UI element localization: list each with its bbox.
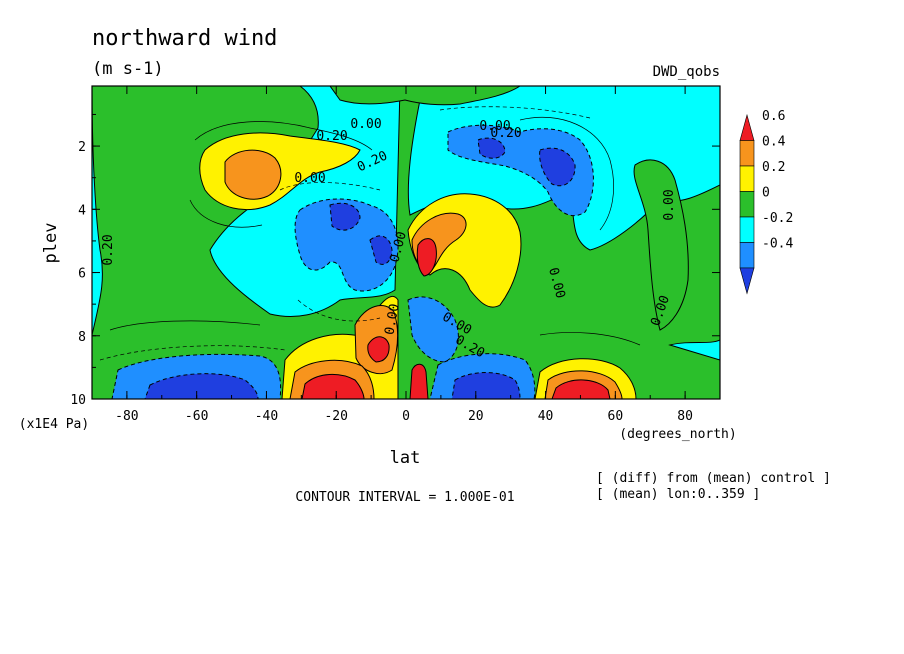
region-negative-mid bbox=[407, 296, 459, 363]
colorbar-segment bbox=[739, 216, 755, 243]
contour-label: 0.00 bbox=[479, 119, 510, 134]
region-negative-high bbox=[477, 137, 506, 159]
run-label: DWD_qobs bbox=[653, 64, 720, 80]
x-tick-label: -20 bbox=[324, 409, 347, 424]
colorbar-segment bbox=[739, 140, 755, 167]
note-line-2: [ (mean) lon:0..359 ] bbox=[596, 487, 760, 502]
region-top-green bbox=[329, 86, 521, 106]
contour-label: 0.00 bbox=[350, 117, 381, 132]
x-tick-label: 20 bbox=[468, 409, 484, 424]
y-tick-label: 10 bbox=[70, 393, 86, 408]
contour-label: 0.00 bbox=[662, 189, 677, 220]
contour-label: 0.20 bbox=[101, 234, 116, 265]
chart-title: northward wind bbox=[92, 26, 277, 51]
contour-lines bbox=[109, 116, 641, 346]
y-axis: 2 4 6 8 10 bbox=[70, 113, 720, 408]
colorbar-segment bbox=[739, 165, 755, 192]
colorbar-label: 0.2 bbox=[762, 160, 785, 175]
x-axis: -80 -60 -40 -20 0 20 40 60 80 bbox=[91, 86, 721, 424]
contour-label: 0.20 bbox=[316, 129, 347, 144]
x-tick-label: 40 bbox=[538, 409, 554, 424]
colorbar-arrow-bottom bbox=[739, 267, 755, 295]
x-tick-label: -40 bbox=[255, 409, 278, 424]
y-tick-label: 4 bbox=[78, 203, 86, 218]
colorbar-label: 0 bbox=[762, 186, 770, 201]
y-axis-label: plev bbox=[41, 223, 61, 264]
x-axis-label: lat bbox=[390, 448, 421, 468]
region-max bbox=[409, 363, 429, 399]
region-right-green bbox=[633, 159, 689, 331]
colorbar-segment bbox=[739, 242, 755, 269]
region-negative-high bbox=[451, 372, 521, 399]
colorbar-label: -0.2 bbox=[762, 211, 793, 226]
region-max bbox=[416, 238, 437, 277]
x-tick-label: 60 bbox=[608, 409, 624, 424]
contour-interval-text: CONTOUR INTERVAL = 1.000E-01 bbox=[295, 490, 514, 505]
region-max bbox=[301, 374, 365, 399]
contour-lines-negative bbox=[99, 106, 591, 361]
region-negative-high bbox=[369, 235, 393, 265]
colorbar: 0.6 0.4 0.2 0 -0.2 -0.4 bbox=[739, 109, 793, 295]
region-positive-high bbox=[224, 149, 282, 200]
contour-field bbox=[92, 86, 720, 399]
x-tick-label: 80 bbox=[677, 409, 693, 424]
colorbar-label: 0.4 bbox=[762, 135, 786, 150]
region-negative-high bbox=[144, 373, 259, 399]
contour-label: 0.20 bbox=[490, 126, 521, 141]
x-axis-units: (degrees_north) bbox=[619, 427, 736, 442]
colorbar-segment bbox=[739, 191, 755, 218]
colorbar-label: 0.6 bbox=[762, 109, 785, 124]
x-tick-label: -80 bbox=[115, 409, 138, 424]
chart-units: (m s-1) bbox=[92, 59, 164, 79]
region-negative-high bbox=[329, 202, 361, 231]
y-tick-label: 2 bbox=[78, 140, 86, 155]
region-negative-high bbox=[539, 147, 576, 187]
note-line-1: [ (diff) from (mean) control ] bbox=[596, 471, 831, 486]
y-axis-units: (x1E4 Pa) bbox=[19, 417, 89, 432]
x-tick-label: 0 bbox=[402, 409, 410, 424]
y-tick-label: 8 bbox=[78, 330, 86, 345]
colorbar-label: -0.4 bbox=[762, 237, 793, 252]
y-tick-label: 6 bbox=[78, 267, 86, 282]
contour-label: 0.00 bbox=[382, 303, 402, 336]
contour-label: 0.00 bbox=[294, 171, 325, 186]
region-negative-mid bbox=[294, 198, 399, 292]
x-tick-label: -60 bbox=[185, 409, 208, 424]
region-max bbox=[551, 379, 611, 399]
colorbar-arrow-top bbox=[739, 113, 755, 141]
region-max bbox=[367, 336, 390, 363]
